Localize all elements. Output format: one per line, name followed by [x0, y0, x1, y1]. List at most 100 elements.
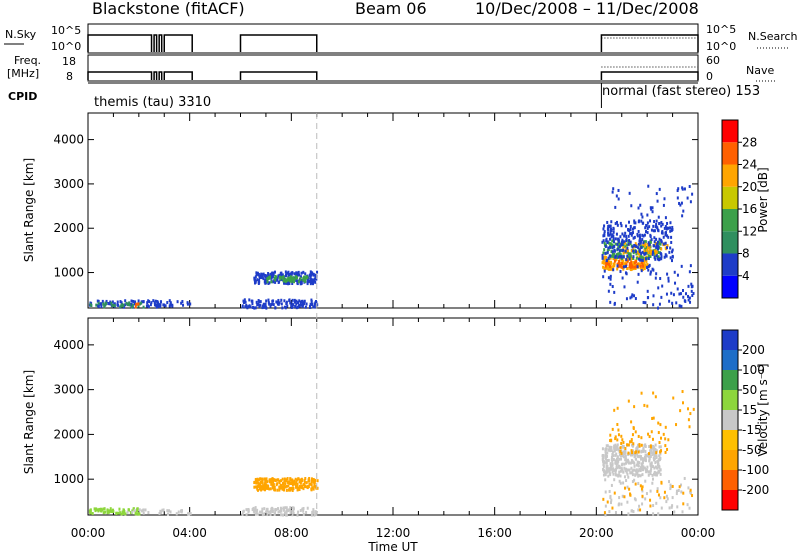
echo-cell: [612, 268, 615, 272]
echo-cell: [610, 220, 613, 224]
echo-cell: [631, 231, 634, 235]
echo-cell: [300, 484, 303, 488]
echo-cell: [651, 206, 654, 210]
echo-cell: [115, 511, 118, 515]
echo-cell: [108, 302, 111, 306]
echo-cell: [634, 265, 637, 269]
echo-cell: [641, 494, 644, 498]
echo-cell: [631, 469, 634, 473]
echo-cell: [291, 483, 294, 487]
echo-cell: [655, 245, 658, 249]
freq-segment: [158, 71, 163, 80]
echo-cell: [632, 249, 635, 253]
echo-cell: [611, 252, 614, 256]
echo-cell: [640, 443, 643, 447]
echo-cell: [615, 257, 618, 261]
echo-cell: [616, 262, 619, 266]
echo-cell: [679, 203, 682, 207]
echo-cell: [659, 423, 662, 427]
colorbar-tick-label: 28: [742, 135, 757, 149]
echo-cell: [97, 301, 100, 305]
echo-cell: [681, 214, 684, 218]
echo-cell: [615, 457, 618, 461]
echo-cell: [626, 472, 629, 476]
echo-cell: [604, 450, 607, 454]
echo-cell: [95, 303, 98, 307]
echo-cell: [642, 264, 645, 268]
echo-cell: [619, 269, 622, 273]
echo-cell: [288, 298, 291, 302]
colorbar-segment: [722, 275, 738, 298]
colorbar-segment: [722, 430, 738, 450]
echo-cell: [664, 216, 667, 220]
echo-cell: [269, 304, 272, 308]
echo-cell: [607, 248, 610, 252]
echo-cell: [257, 303, 260, 307]
colorbar-tick-label: 24: [742, 158, 757, 172]
echo-cell: [622, 255, 625, 259]
echo-cell: [609, 464, 612, 468]
echo-cell: [609, 274, 612, 278]
echo-cell: [138, 508, 141, 512]
echo-cell: [615, 465, 618, 469]
echo-cell: [608, 489, 611, 493]
echo-cell: [254, 306, 257, 310]
echo-cell: [283, 281, 286, 285]
echo-cell: [254, 280, 257, 284]
power-ylabel: Slant Range [km]: [22, 158, 36, 262]
echo-cell: [242, 509, 245, 513]
echo-cell: [276, 301, 279, 305]
echo-cell: [614, 443, 617, 447]
echo-cell: [300, 278, 303, 282]
echo-cell: [611, 506, 614, 510]
echo-cell: [645, 260, 648, 264]
echo-cell: [302, 270, 305, 274]
echo-cell: [606, 220, 609, 224]
echo-cell: [166, 301, 169, 305]
echo-cell: [652, 224, 655, 228]
echo-cell: [624, 249, 627, 253]
echo-cell: [657, 512, 660, 516]
echo-cell: [301, 299, 304, 303]
echo-cell: [296, 478, 299, 482]
echo-cell: [313, 277, 316, 281]
echo-cell: [635, 252, 638, 256]
colorbar-tick-label: 16: [742, 202, 757, 216]
echo-cell: [274, 306, 277, 310]
freq-tick-low: 8: [66, 70, 73, 83]
echo-cell: [262, 277, 265, 281]
echo-cell: [606, 454, 609, 458]
echo-cell: [651, 477, 654, 481]
echo-cell: [140, 509, 143, 513]
echo-cell: [627, 443, 630, 447]
echo-cell: [639, 457, 642, 461]
nave-tick-low: 0: [706, 70, 713, 83]
echo-cell: [249, 305, 252, 309]
echo-cell: [671, 259, 674, 263]
echo-cell: [651, 481, 654, 485]
echo-cell: [646, 265, 649, 269]
echo-cell: [292, 280, 295, 284]
echo-cell: [652, 451, 655, 455]
echo-cell: [613, 262, 616, 266]
colorbar-segment: [722, 390, 738, 410]
echo-cell: [664, 241, 667, 245]
echo-cell: [663, 226, 666, 230]
echo-cell: [646, 263, 649, 267]
echo-cell: [289, 487, 292, 491]
echo-cell: [645, 224, 648, 228]
echo-cell: [612, 265, 615, 269]
echo-cell: [659, 496, 662, 500]
echo-cell: [638, 263, 641, 267]
echo-cell: [271, 483, 274, 487]
echo-cell: [660, 238, 663, 242]
echo-cell: [621, 462, 624, 466]
echo-cell: [304, 305, 307, 309]
x-tick-label: 12:00: [376, 526, 411, 540]
echo-cell: [637, 229, 640, 233]
echo-cell: [642, 256, 645, 260]
echo-cell: [627, 451, 630, 455]
echo-cell: [257, 281, 260, 285]
echo-cell: [661, 222, 664, 226]
echo-cell: [657, 306, 660, 310]
